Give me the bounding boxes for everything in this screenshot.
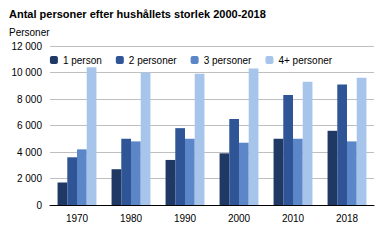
- svg-text:1 person: 1 person: [63, 55, 102, 66]
- svg-text:Antal personer efter hushållet: Antal personer efter hushållets storlek …: [9, 8, 266, 20]
- svg-text:1970: 1970: [66, 213, 89, 224]
- svg-text:2000: 2000: [228, 213, 251, 224]
- svg-text:12 000: 12 000: [11, 41, 42, 52]
- svg-text:2 000: 2 000: [17, 173, 42, 184]
- svg-text:10 000: 10 000: [11, 67, 42, 78]
- svg-text:0: 0: [36, 200, 42, 211]
- svg-text:Personer: Personer: [9, 27, 50, 38]
- svg-text:2018: 2018: [336, 213, 359, 224]
- svg-text:4+ personer: 4+ personer: [278, 55, 332, 66]
- svg-text:6 000: 6 000: [17, 120, 42, 131]
- svg-text:3 personer: 3 personer: [204, 55, 252, 66]
- svg-text:1990: 1990: [174, 213, 197, 224]
- svg-text:8 000: 8 000: [17, 94, 42, 105]
- svg-text:4 000: 4 000: [17, 147, 42, 158]
- svg-text:1980: 1980: [120, 213, 143, 224]
- svg-text:2 personer: 2 personer: [129, 55, 177, 66]
- svg-text:2010: 2010: [282, 213, 305, 224]
